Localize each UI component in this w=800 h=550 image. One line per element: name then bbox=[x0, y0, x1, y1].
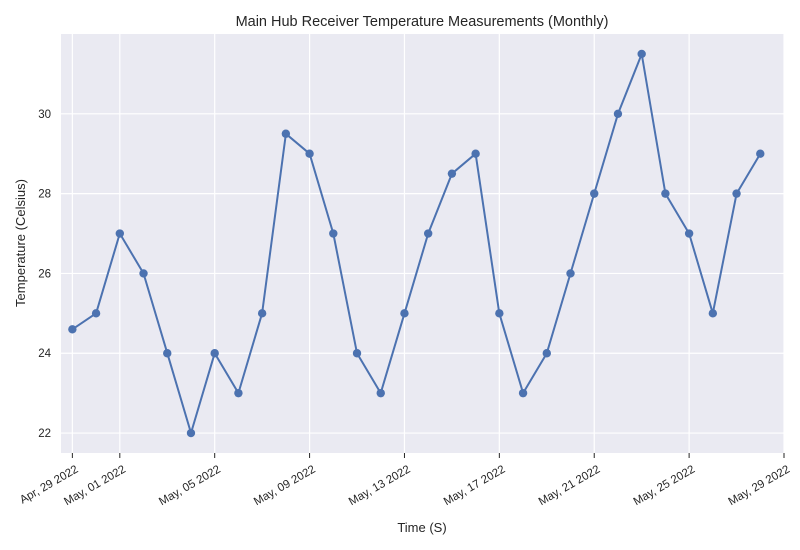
data-point bbox=[590, 189, 599, 198]
data-point bbox=[708, 309, 718, 318]
y-axis-label: Temperature (Celsius) bbox=[13, 179, 28, 307]
series-line bbox=[71, 53, 762, 434]
x-axis-label: Time (S) bbox=[397, 520, 446, 535]
data-point bbox=[400, 309, 409, 318]
x-tick-label: May, 21 2022 bbox=[537, 463, 603, 508]
data-point bbox=[234, 388, 243, 398]
data-point bbox=[684, 229, 694, 238]
y-tick-label: 28 bbox=[38, 189, 51, 201]
data-point bbox=[661, 189, 670, 198]
x-tick-label: May, 25 2022 bbox=[632, 463, 698, 508]
y-tick-label: 30 bbox=[38, 109, 51, 121]
data-point bbox=[139, 269, 148, 278]
y-tick-label: 24 bbox=[38, 348, 51, 360]
data-point bbox=[732, 189, 741, 198]
data-point bbox=[495, 309, 504, 318]
data-point bbox=[186, 428, 196, 438]
data-point bbox=[163, 349, 172, 358]
data-point bbox=[566, 269, 575, 278]
x-tick-label: May, 13 2022 bbox=[347, 463, 413, 508]
data-point bbox=[447, 169, 457, 178]
data-point bbox=[613, 109, 623, 119]
plot-background bbox=[61, 34, 784, 453]
data-point bbox=[423, 229, 433, 238]
data-point bbox=[91, 309, 101, 318]
data-points bbox=[68, 49, 765, 438]
data-point bbox=[376, 388, 385, 398]
y-tick-label: 26 bbox=[38, 268, 51, 280]
x-tick-label: May, 17 2022 bbox=[442, 463, 508, 508]
data-point bbox=[352, 349, 362, 358]
x-tick-label: May, 05 2022 bbox=[157, 463, 223, 508]
data-point bbox=[210, 349, 219, 358]
y-tick-labels: 22 24 26 28 30 bbox=[38, 109, 51, 440]
data-point bbox=[518, 388, 528, 398]
chart-title: Main Hub Receiver Temperature Measuremen… bbox=[236, 14, 609, 30]
y-tick-label: 22 bbox=[38, 428, 51, 440]
data-point bbox=[637, 49, 646, 59]
data-point bbox=[471, 149, 480, 158]
data-point bbox=[305, 149, 314, 158]
data-point bbox=[115, 229, 125, 238]
data-point bbox=[329, 229, 338, 238]
data-point bbox=[542, 349, 551, 358]
x-tick-label: May, 09 2022 bbox=[252, 463, 318, 508]
data-point bbox=[281, 129, 291, 138]
data-point bbox=[257, 309, 267, 318]
data-point bbox=[68, 325, 77, 334]
data-point bbox=[756, 149, 765, 158]
grid bbox=[61, 34, 785, 453]
x-tick-label: May, 29 2022 bbox=[726, 463, 792, 508]
